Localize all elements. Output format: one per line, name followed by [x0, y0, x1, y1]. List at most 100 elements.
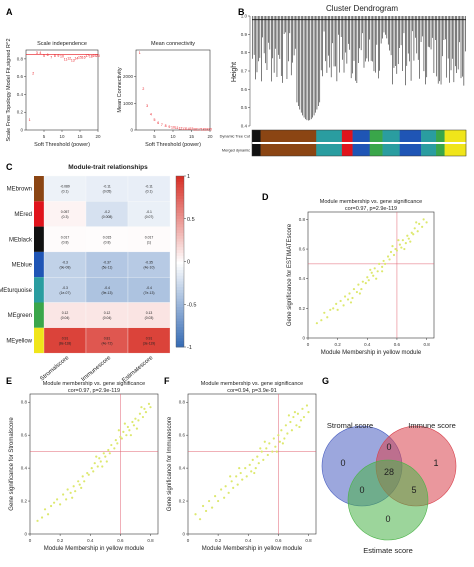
panel-b-cluster-dendrogram: Cluster Dendrogram 0.4 0.5 0.6 0.7 0.8 0.9 1.0 H…: [220, 4, 467, 157]
gene-point: [65, 498, 68, 501]
power-point: 12: [178, 127, 182, 131]
gene-point: [80, 486, 83, 489]
panel-e-stromal-scatter: Module membership vs. gene significancec…: [9, 381, 159, 552]
colorbar-step: [176, 187, 184, 191]
cell-correlation: 0.057: [61, 210, 70, 214]
cell-correlation: -0.11: [145, 185, 153, 189]
gene-point: [271, 450, 274, 453]
gene-point: [81, 475, 84, 478]
cell-correlation: -0.4: [146, 286, 152, 290]
gene-point: [72, 485, 75, 488]
gene-point: [292, 415, 295, 419]
power-point: 7: [50, 56, 52, 60]
gene-point: [425, 221, 428, 224]
cell-correlation: -0.35: [145, 261, 153, 265]
chart-title: Cluster Dendrogram: [326, 4, 398, 13]
gene-point: [49, 504, 53, 508]
colorbar-step: [176, 298, 184, 302]
power-point: 12: [67, 57, 71, 61]
power-point: 10: [60, 55, 64, 59]
heatmap-cell: [43, 302, 87, 328]
module-color-block-blue: [352, 144, 370, 156]
gene-point: [250, 470, 253, 473]
gene-point: [254, 467, 257, 470]
power-point: 9: [57, 54, 59, 58]
gene-point: [224, 485, 227, 488]
gene-point: [201, 504, 205, 508]
colorbar-step: [176, 315, 184, 319]
gene-point: [286, 432, 289, 435]
gene-point: [287, 414, 290, 417]
x-tick-label: 0.4: [87, 538, 94, 543]
gene-point: [232, 486, 235, 489]
cell-correlation: -0.4: [104, 286, 110, 290]
gene-point: [235, 475, 238, 478]
panel-f-immune-scatter: Module membership vs. gene significancec…: [167, 381, 317, 552]
colorbar-step: [176, 210, 184, 214]
panel-letter-b: B: [238, 7, 245, 17]
gene-point: [382, 259, 385, 263]
gene-point: [95, 455, 98, 458]
gene-point: [86, 471, 89, 475]
cell-pvalue: (1): [147, 240, 151, 244]
cell-pvalue: (3e-119): [143, 341, 156, 345]
gene-point: [352, 287, 356, 291]
y-tick-label: 0.8: [241, 50, 248, 55]
cell-correlation: -0.2: [104, 210, 110, 214]
y-tick-label: 0.6: [179, 433, 186, 438]
colorbar-step: [176, 344, 184, 348]
cell-pvalue: (9e-08): [60, 266, 71, 270]
heatmap-cell: [43, 226, 87, 253]
colorbar-step: [176, 178, 184, 183]
cell-correlation: 0.017: [145, 235, 154, 239]
gene-point: [301, 407, 304, 410]
x-axis-label: Module Membership in yellow module: [202, 546, 303, 552]
power-point: 1: [139, 51, 141, 55]
gene-point: [223, 496, 226, 499]
cell-correlation: 0.015: [103, 235, 112, 239]
x-tick-label: 0.2: [215, 538, 222, 543]
gene-point: [283, 437, 286, 440]
chart-subtitle: cor=0.97, p=2.9e-119: [68, 388, 120, 394]
module-color-block-black: [252, 130, 261, 142]
y-tick-label: 0: [130, 128, 133, 133]
y-tick-label: 0.2: [299, 306, 306, 311]
cell-pvalue: (0.04): [61, 316, 70, 320]
x-tick-label: 15: [77, 134, 83, 139]
module-color-block-blue: [399, 144, 422, 156]
cell-pvalue: (8e-118): [59, 341, 72, 345]
gene-point: [98, 457, 101, 460]
gene-point: [376, 270, 379, 273]
colorbar-step: [176, 235, 184, 240]
gene-point: [77, 480, 80, 483]
power-point: 8: [54, 54, 56, 58]
venn-count-stromal-estimate: 0: [359, 485, 364, 495]
colorbar-step: [176, 304, 184, 308]
gene-point: [36, 519, 39, 522]
gene-point: [381, 265, 384, 268]
gene-point: [43, 508, 47, 511]
x-tick-label: 0.2: [335, 342, 342, 347]
chart-title: Module membership vs. gene significance: [43, 381, 145, 387]
heatmap-cell: [85, 302, 129, 328]
venn-count-all-three: 28: [384, 467, 394, 477]
venn-count-stromal-only: 0: [340, 458, 345, 468]
row-module-swatch: [34, 251, 44, 278]
gene-point: [141, 415, 145, 419]
chart-title: Module-trait relationships: [68, 164, 148, 171]
heatmap-cell: [127, 327, 171, 354]
row-label: MEblue: [12, 263, 33, 269]
cell-correlation: 0.81: [104, 336, 111, 340]
colorbar-step: [176, 215, 184, 220]
gene-point: [259, 447, 262, 450]
gene-point: [256, 455, 259, 458]
gene-point: [348, 292, 351, 295]
gene-point: [280, 429, 283, 432]
cell-pvalue: (0.008): [102, 215, 113, 219]
gene-point: [140, 406, 143, 409]
chart-title: Module membership vs. gene significance: [201, 381, 303, 387]
gene-point: [126, 425, 129, 429]
gene-point: [113, 447, 116, 450]
gene-point: [415, 221, 418, 224]
